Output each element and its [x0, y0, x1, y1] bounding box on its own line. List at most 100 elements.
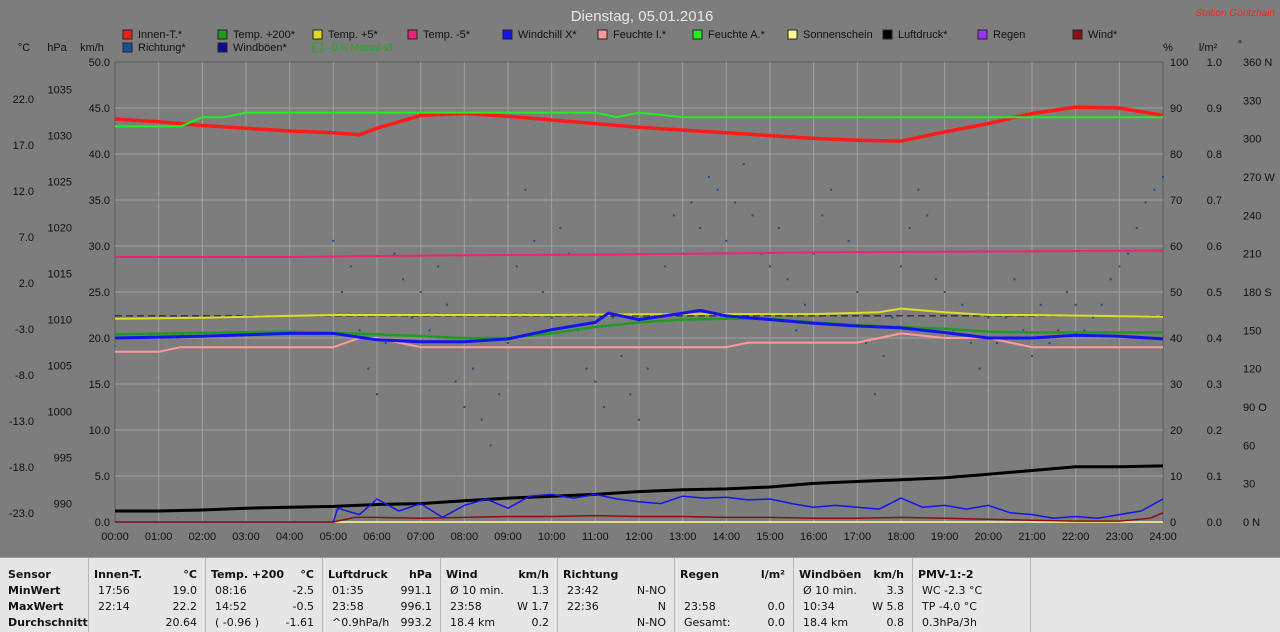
summary-column-unit: km/h: [873, 568, 904, 581]
richtung-point: [454, 380, 457, 383]
degrees-tick-label: 210: [1243, 249, 1261, 261]
summary-cell-value: 19.0: [172, 584, 198, 597]
x-tick-label: 01:00: [145, 531, 173, 543]
hpa-tick-label: 990: [54, 499, 72, 511]
richtung-point: [900, 265, 902, 268]
axis-title-hpa: hPa: [47, 42, 67, 54]
richtung-point: [769, 265, 771, 268]
summary-row-label: MaxWert: [8, 600, 64, 613]
summary-cell-time: 0.3hPa/3h: [922, 616, 978, 629]
richtung-point: [1083, 329, 1086, 332]
summary-row-label: Sensor: [8, 568, 51, 581]
percent-tick-label: 70: [1170, 195, 1182, 207]
celsius-tick-label: -18.0: [9, 462, 34, 474]
richtung-point: [803, 303, 806, 306]
summary-cell-value: 991.1: [400, 584, 433, 597]
legend-label: Richtung*: [138, 42, 186, 54]
legend-label: Temp. +200*: [233, 29, 296, 41]
richtung-point: [987, 316, 990, 319]
richtung-point: [734, 201, 737, 204]
richtung-point: [428, 329, 431, 332]
summary-column-title: Regen: [680, 568, 720, 581]
x-tick-label: 08:00: [451, 531, 479, 543]
x-tick-label: 18:00: [887, 531, 915, 543]
degrees-tick-label: 120: [1243, 364, 1261, 376]
hpa-tick-label: 1035: [48, 85, 72, 97]
richtung-point: [646, 367, 649, 370]
legend-label: Innen-T.*: [138, 29, 183, 41]
summary-column-title: Richtung: [563, 568, 619, 581]
legend-swatch: [407, 29, 418, 40]
degrees-tick-label: 300: [1243, 134, 1261, 146]
celsius-tick-label: -3.0: [15, 324, 34, 336]
richtung-point: [533, 239, 536, 242]
x-tick-label: 21:00: [1018, 531, 1046, 543]
rain-tick-label: 0.1: [1207, 471, 1222, 483]
axis-title-degrees: °: [1238, 39, 1242, 51]
summary-cell-value: 0.0: [767, 600, 786, 613]
richtung-point: [1048, 342, 1051, 345]
kmh-tick-label: 5.0: [95, 471, 110, 483]
summary-cell-value: N: [657, 600, 666, 613]
series-temp-200-line: [114, 317, 1163, 340]
summary-labels-column: Sensor MinWert MaxWert Durchschnitt: [0, 558, 89, 632]
degrees-tick-label: 150: [1243, 325, 1261, 337]
richtung-point: [498, 393, 501, 396]
richtung-point: [480, 418, 483, 421]
summary-cell-time: 23:42: [567, 584, 599, 597]
richtung-point: [751, 214, 754, 217]
richtung-point: [1031, 354, 1033, 357]
richtung-point: [332, 239, 335, 242]
legend-swatch: [312, 42, 323, 53]
richtung-point: [349, 265, 352, 268]
summary-row-label: MinWert: [8, 584, 61, 597]
summary-column-title: Temp. +200: [211, 568, 285, 581]
summary-cell-time: Ø 10 min.: [803, 584, 857, 597]
rain-tick-label: 0.6: [1207, 241, 1222, 253]
degrees-tick-label: 30: [1243, 479, 1255, 491]
richtung-point: [1109, 278, 1112, 281]
summary-cell-value: W 1.7: [517, 600, 549, 613]
summary-cell-value: -2.5: [292, 584, 314, 597]
axis-title-rain: l/m²: [1199, 42, 1218, 54]
summary-column: Temp. +200 °C 08:16 -2.5 14:52 -0.5 ( -0.96 ) -…: [205, 558, 323, 632]
summary-cell-time: 17:56: [98, 584, 130, 597]
summary-cell-value: 996.1: [400, 600, 433, 613]
percent-tick-label: 90: [1170, 103, 1182, 115]
richtung-point: [611, 316, 614, 319]
legend-swatch: [217, 42, 228, 53]
series-innen-t-line: [114, 105, 1164, 143]
celsius-tick-label: 17.0: [13, 140, 34, 152]
degrees-tick-label: 60: [1243, 440, 1255, 452]
hpa-tick-label: 1005: [48, 361, 72, 373]
summary-cell-value: N-NO: [636, 584, 666, 597]
summary-column: Regen l/m² 23:58 0.0 Gesamt: 0.0: [674, 558, 794, 632]
rain-tick-label: 0.0: [1207, 517, 1222, 529]
celsius-tick-label: 2.0: [19, 278, 34, 290]
percent-tick-label: 10: [1170, 471, 1182, 483]
richtung-point: [707, 176, 710, 178]
hpa-tick-label: 1000: [48, 407, 72, 419]
station-label: Station Göritzhain: [1196, 8, 1276, 19]
degrees-tick-label: 0 N: [1243, 517, 1260, 529]
richtung-point: [1092, 316, 1095, 319]
series-temp-5-line: [114, 307, 1164, 320]
x-tick-label: 12:00: [625, 531, 653, 543]
richtung-point: [463, 406, 466, 408]
richtung-point: [384, 342, 387, 345]
x-tick-label: 09:00: [494, 531, 522, 543]
series-feuchte-a-line: [115, 111, 1163, 128]
richtung-point: [690, 201, 693, 204]
richtung-point: [393, 252, 396, 255]
richtung-point: [419, 291, 422, 293]
x-tick-label: 24:00: [1149, 531, 1177, 543]
percent-tick-label: 30: [1170, 379, 1182, 391]
axis-title-percent: %: [1163, 42, 1173, 54]
x-tick-label: 22:00: [1062, 531, 1090, 543]
hpa-tick-label: 995: [54, 453, 72, 465]
summary-column-title: Wind: [446, 568, 478, 581]
summary-cell-time: 22:14: [98, 600, 130, 613]
summary-column-title: PMV-1:-2: [918, 568, 974, 581]
summary-cell-time: 18.4 km: [450, 616, 496, 629]
legend-swatch: [597, 29, 608, 40]
